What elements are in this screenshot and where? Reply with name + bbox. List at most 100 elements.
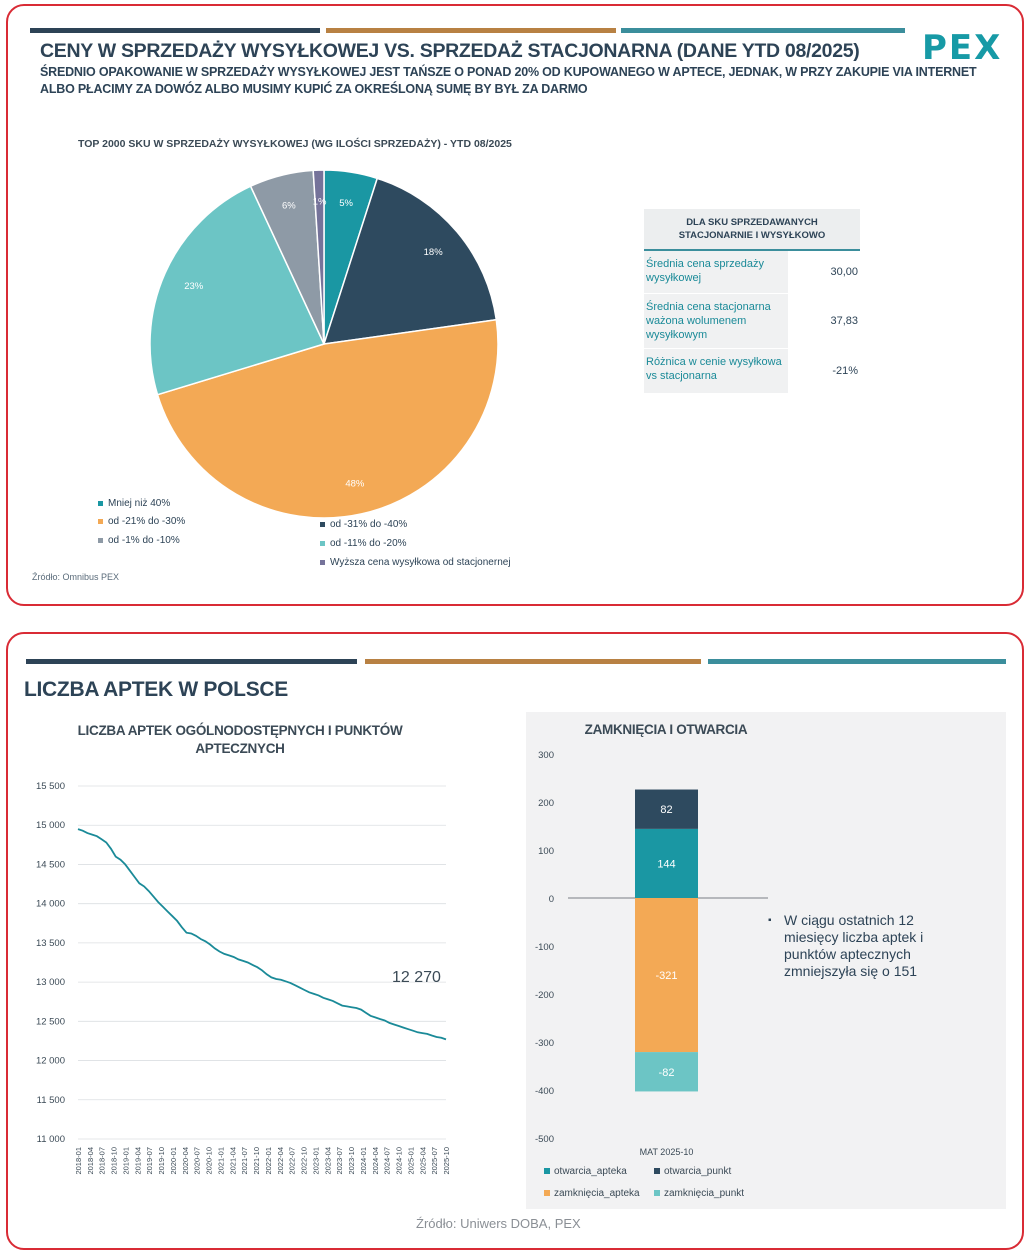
panel1-source: Źródło: Omnibus PEX — [32, 572, 120, 582]
pie-slice-label: 6% — [282, 201, 296, 212]
legend-item-1: od -31% do -40% — [320, 519, 407, 530]
x-tick-label: 2023-04 — [323, 1147, 332, 1175]
bullet-icon: ▪ — [768, 915, 772, 926]
x-tick-label: 2018-07 — [98, 1147, 107, 1175]
y-tick-label: 13 500 — [36, 938, 65, 949]
x-tick-label: 2023-01 — [311, 1147, 320, 1175]
bar-segment — [635, 789, 698, 829]
x-tick-label: 2019-10 — [157, 1147, 166, 1175]
legend-label: od -31% do -40% — [330, 519, 408, 530]
legend-label: od -1% do -10% — [108, 535, 180, 546]
y-tick-label: -400 — [535, 1086, 554, 1097]
summary-note-text: W ciągu ostatnich 12 miesięcy liczba apt… — [784, 912, 924, 979]
x-tick-label: 2020-10 — [205, 1147, 214, 1175]
pie-slice — [322, 177, 498, 345]
pie-slice — [149, 185, 326, 396]
x-tick-label: 2018-10 — [110, 1147, 119, 1175]
x-tick-label: 2022-04 — [276, 1147, 285, 1175]
table-row: Średnia cena stacjonarna ważona wolumene… — [644, 294, 860, 349]
line-chart: 15 500 15 000 14 500 14 000 13 500 13 000 12 5… — [36, 781, 451, 1175]
x-tick-label: 2024-10 — [395, 1147, 404, 1175]
panel2-title: LICZBA APTEK W POLSCE — [24, 678, 288, 701]
legend-label: otwarcia_punkt — [664, 1166, 731, 1177]
bar-segment — [635, 898, 698, 1053]
legend-swatch — [98, 537, 103, 543]
legend-swatch — [320, 540, 325, 546]
y-tick-label: 14 500 — [36, 859, 65, 870]
bar-segment — [635, 1052, 698, 1092]
x-category-label: MAT 2025-10 — [640, 1147, 694, 1157]
y-tick-label: 13 000 — [36, 977, 65, 988]
pie-slice-label: 18% — [424, 247, 444, 258]
x-tick-label: 2021-10 — [252, 1147, 261, 1175]
pie-slice-label: 1% — [313, 196, 327, 207]
legend-swatch — [654, 1168, 660, 1174]
y-tick-label: 12 500 — [36, 1016, 65, 1027]
x-tick-label: 2022-01 — [264, 1147, 273, 1175]
legend-label: Mniej niż 40% — [108, 498, 171, 509]
bar-segment-label: 144 — [657, 858, 675, 870]
x-tick-label: 2019-07 — [145, 1147, 154, 1175]
x-tick-label: 2020-04 — [181, 1147, 190, 1175]
price-table-header: DLA SKU SPRZEDAWANYCH STACJONARNIE I WYS… — [644, 209, 860, 251]
y-tick-label: 11 000 — [37, 1134, 65, 1145]
decor-bar-brown — [365, 659, 701, 664]
panel1-title: CENY W SPRZEDAŻY WYSYŁKOWEJ VS. SPRZEDAŻ… — [40, 40, 860, 62]
pie-chart: 5% 18% 48% 23% 6% 1% — [149, 169, 499, 519]
legend-swatch — [544, 1168, 550, 1174]
y-tick-label: -200 — [535, 990, 554, 1001]
bar-segment-label: 82 — [660, 804, 672, 816]
x-tick-label: 2024-01 — [359, 1147, 368, 1175]
legend-item-4: od -1% do -10% — [98, 535, 180, 546]
bar-segment — [635, 828, 698, 898]
x-tick-label: 2025-01 — [406, 1147, 415, 1175]
summary-note: ▪ W ciągu ostatnich 12 miesięcy liczba a… — [768, 912, 972, 980]
pex-logo: PEX — [922, 28, 1003, 68]
y-tick-label: 12 000 — [36, 1056, 65, 1067]
line-chart-title: LICZBA APTEK OGÓLNODOSTĘPNYCH I PUNKTÓW … — [77, 723, 403, 756]
y-tick-label: 15 500 — [36, 781, 65, 792]
y-tick-label: 15 000 — [36, 820, 65, 831]
legend-label: zamknięcia_apteka — [554, 1188, 640, 1199]
bar-segment-label: -82 — [659, 1067, 675, 1079]
legend-item-2: od -21% do -30% — [98, 516, 185, 527]
x-tick-label: 2022-10 — [300, 1147, 309, 1175]
table-row-label: Średnia cena sprzedaży wysyłkowej — [646, 258, 765, 284]
line-series — [77, 828, 447, 1041]
decor-bar-teal — [621, 28, 905, 33]
pie-slice-label: 5% — [339, 198, 353, 209]
x-tick-label: 2018-01 — [74, 1147, 83, 1175]
x-tick-label: 2021-04 — [228, 1147, 237, 1175]
bar-chart-background — [526, 712, 1006, 1209]
pie-slice-label: 48% — [345, 478, 365, 489]
x-tick-label: 2022-07 — [288, 1147, 297, 1175]
bar-chart: 300 200 100 0 -100 -200 -300 -400 -500 144 82 -321 -… — [535, 750, 768, 1199]
decor-bar-teal — [708, 659, 1006, 664]
table-row-value: 30,00 — [788, 251, 860, 293]
decor-bar-brown — [326, 28, 616, 33]
x-tick-label: 2020-01 — [169, 1147, 178, 1175]
panel1-subtitle-2: ALBO PŁACIMY ZA DOWÓZ ALBO MUSIMY KUPIĆ … — [40, 82, 588, 96]
legend-swatch — [544, 1190, 550, 1196]
x-tick-label: 2023-07 — [335, 1147, 344, 1175]
y-tick-label: 0 — [549, 894, 554, 905]
bar-segment-label: -321 — [655, 970, 677, 982]
legend-swatch — [98, 500, 103, 506]
legend-label: Wyższa cena wysyłkowa od stacjonernej — [330, 557, 511, 568]
y-tick-label: 100 — [538, 846, 554, 857]
legend-swatch — [320, 559, 325, 565]
pie-slice — [312, 169, 325, 345]
pie-chart-title: TOP 2000 SKU W SPRZEDAŻY WYSYŁKOWEJ (WG … — [78, 138, 512, 150]
y-tick-label: -100 — [535, 942, 554, 953]
legend-swatch — [320, 521, 325, 527]
legend-swatch — [98, 518, 103, 524]
x-tick-label: 2019-04 — [133, 1147, 142, 1175]
legend-label: od -11% do -20% — [330, 538, 407, 549]
price-table: DLA SKU SPRZEDAWANYCH STACJONARNIE I WYS… — [644, 209, 860, 394]
table-row-label: Średnia cena stacjonarna ważona wolumene… — [646, 301, 771, 341]
legend-swatch — [654, 1190, 660, 1196]
x-tick-label: 2024-04 — [371, 1147, 380, 1175]
panel2-source: Źródło: Uniwers DOBA, PEX — [416, 1216, 581, 1231]
table-row-value: 37,83 — [788, 294, 860, 348]
x-tick-label: 2019-01 — [121, 1147, 130, 1175]
